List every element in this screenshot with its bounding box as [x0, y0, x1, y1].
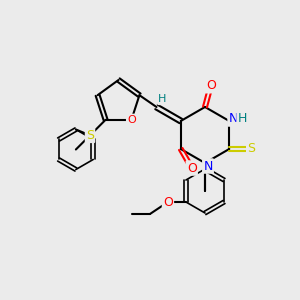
- Text: O: O: [206, 79, 216, 92]
- Text: H: H: [238, 112, 247, 125]
- Text: S: S: [86, 129, 94, 142]
- Text: O: O: [163, 196, 173, 208]
- Text: H: H: [158, 94, 167, 104]
- Text: N: N: [203, 160, 213, 172]
- Text: O: O: [187, 162, 197, 175]
- Text: S: S: [247, 142, 255, 155]
- Text: N: N: [229, 112, 238, 125]
- Text: O: O: [127, 115, 136, 125]
